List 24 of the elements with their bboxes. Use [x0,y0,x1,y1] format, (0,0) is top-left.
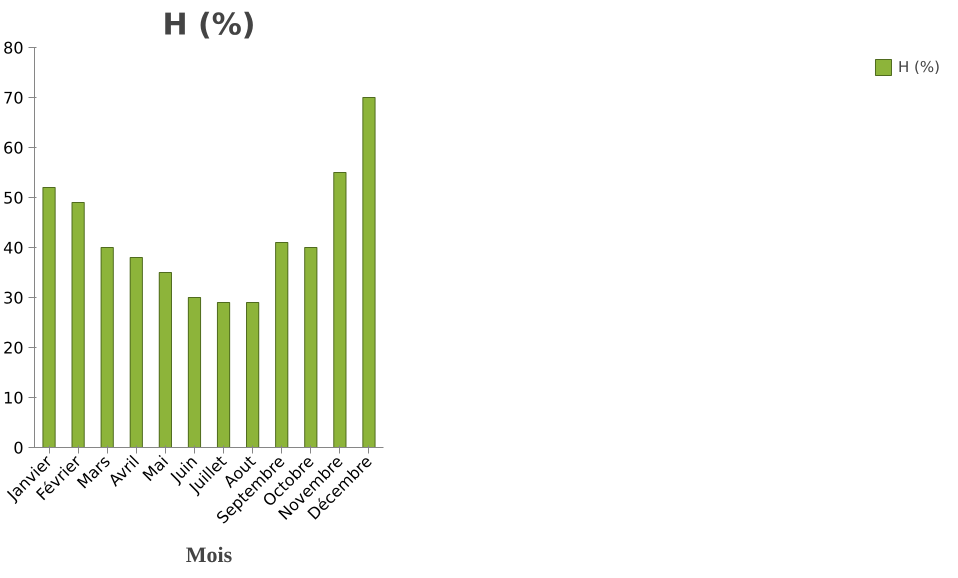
y-tick-label: 30 [3,288,24,308]
y-tick-label: 10 [3,388,24,408]
bar [72,202,85,448]
chart-title: H (%) [162,8,256,42]
y-tick-label: 40 [3,238,24,258]
y-tick-label: 50 [3,188,24,208]
bar [42,187,56,448]
y-tick-label: 70 [3,88,24,108]
bar [130,257,143,448]
bar [362,97,376,448]
bar [216,302,230,448]
y-tick-label: 0 [13,438,24,458]
bar [275,242,288,448]
y-tick-label: 60 [3,138,24,158]
bar [246,302,260,448]
bar [188,297,202,448]
bar [304,247,318,448]
bar [158,272,172,448]
y-tick-label: 80 [3,38,24,58]
legend-label: H (%) [898,58,940,76]
bar [333,172,346,448]
x-axis-title: Mois [186,542,233,568]
y-tick-label: 20 [3,338,24,358]
bar [100,247,114,448]
